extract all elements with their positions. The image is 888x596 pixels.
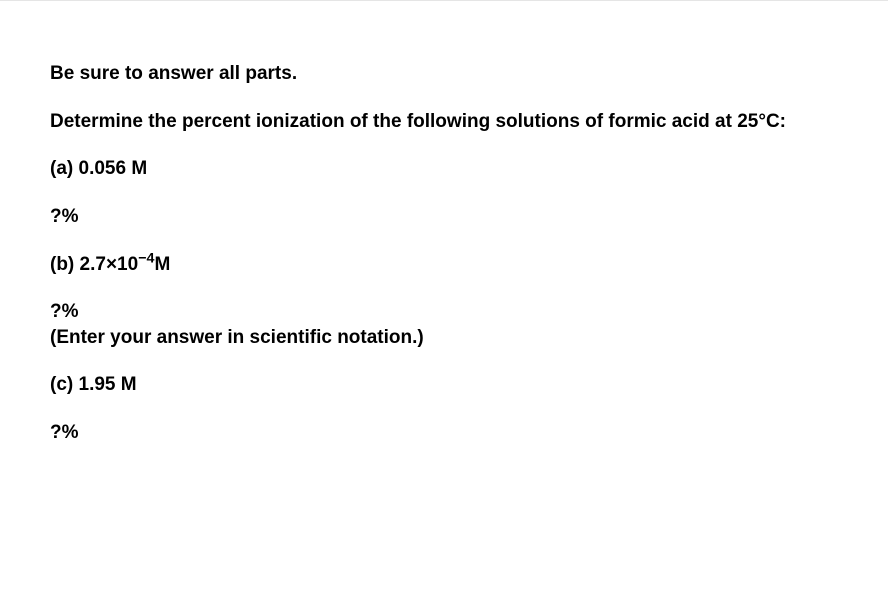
instruction-text: Be sure to answer all parts. <box>50 61 838 87</box>
part-c-label: (c) 1.95 M <box>50 372 838 398</box>
part-b-hint: (Enter your answer in scientific notatio… <box>50 325 838 351</box>
part-b-exponent: −4 <box>138 250 154 266</box>
part-b-suffix: M <box>154 254 170 275</box>
part-a-label: (a) 0.056 M <box>50 156 838 182</box>
part-b-answer-placeholder[interactable]: ?% <box>50 299 838 325</box>
part-a-answer-placeholder[interactable]: ?% <box>50 204 838 230</box>
question-body: Be sure to answer all parts. Determine t… <box>50 61 838 446</box>
part-b-label: (b) 2.7×10−4M <box>50 252 838 278</box>
question-prompt: Determine the percent ionization of the … <box>50 109 838 135</box>
part-b-prefix: (b) 2.7×10 <box>50 254 138 275</box>
part-c-answer-placeholder[interactable]: ?% <box>50 420 838 446</box>
